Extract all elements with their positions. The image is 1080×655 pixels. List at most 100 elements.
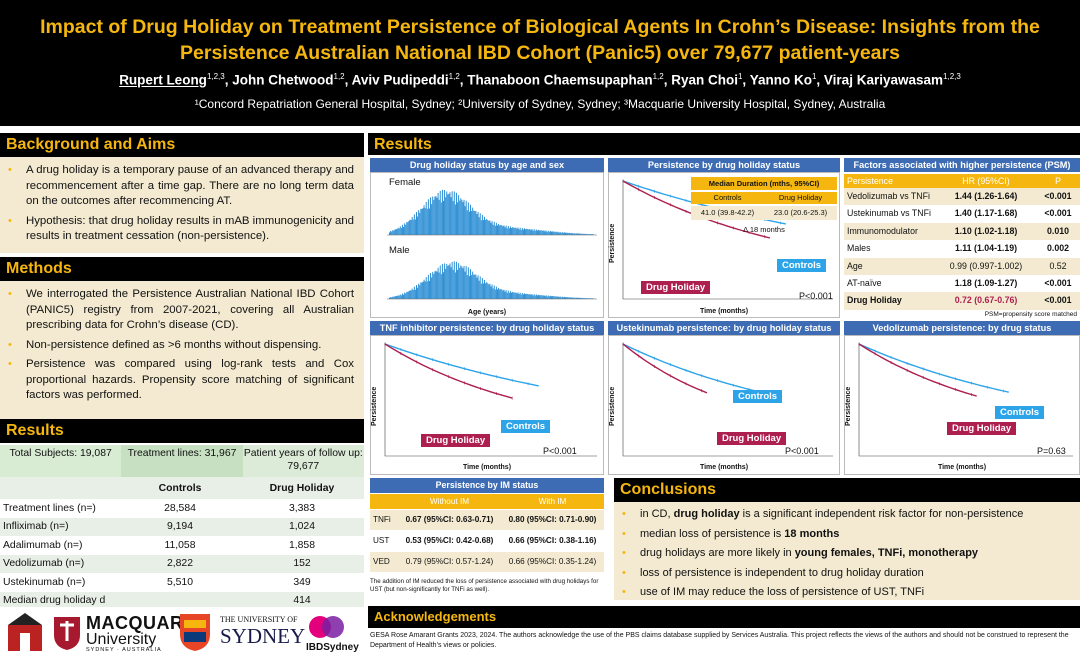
table-cell: Ustekinumab (n=) bbox=[3, 576, 86, 588]
histogram-bar bbox=[553, 231, 555, 235]
histogram-bar bbox=[588, 234, 590, 235]
background-bullet: Hypothesis: that drug holiday results in… bbox=[8, 214, 354, 245]
histogram-bar bbox=[403, 294, 405, 299]
histogram-bar bbox=[457, 202, 459, 235]
histogram-bar bbox=[486, 282, 488, 299]
logo-bar: MACQUARIE University SYDNEY · AUSTRALIA … bbox=[0, 607, 364, 655]
histogram-bar bbox=[531, 294, 533, 299]
histogram-bar bbox=[448, 265, 450, 299]
table-header-row: Controls Drug Holiday bbox=[0, 477, 364, 499]
histogram-bar bbox=[586, 298, 588, 299]
histogram-bar bbox=[475, 274, 477, 299]
histogram-bar bbox=[439, 190, 441, 235]
histogram-bar bbox=[473, 210, 475, 235]
histogram-bar bbox=[449, 192, 451, 235]
histogram-bar bbox=[445, 197, 447, 235]
histogram-bar bbox=[475, 211, 477, 235]
conclusion-text: median loss of persistence is bbox=[640, 527, 785, 540]
table-cell: 1,858 bbox=[288, 539, 315, 551]
histogram-bar bbox=[493, 221, 495, 235]
table-row: Vedolizumab (n=) 2,822 152 bbox=[0, 554, 364, 573]
histogram-bar bbox=[489, 220, 491, 235]
histogram-bar bbox=[485, 219, 487, 235]
histogram-bar bbox=[462, 268, 464, 299]
histogram-bar bbox=[574, 297, 576, 299]
histogram-bar bbox=[398, 228, 400, 235]
ibd-sydney-text: IBDSydney bbox=[306, 642, 359, 653]
histogram-bar bbox=[534, 230, 536, 235]
histogram-bar bbox=[593, 298, 595, 299]
conclusion-item: use of IM may reduce the loss of persist… bbox=[622, 583, 1072, 603]
histogram-bar bbox=[582, 298, 584, 299]
histogram-bar bbox=[444, 263, 446, 299]
factors-table: Persistence HR (95%CI) P Vedolizumab vs … bbox=[844, 174, 1080, 318]
histogram-bar bbox=[447, 194, 449, 235]
histogram-bar bbox=[554, 296, 556, 299]
histogram-bar bbox=[543, 230, 545, 235]
histogram-bar bbox=[525, 294, 527, 299]
histogram-bar bbox=[393, 296, 395, 299]
histogram-bar bbox=[558, 297, 560, 299]
histogram-bar bbox=[417, 287, 419, 299]
histogram-bar bbox=[437, 192, 439, 235]
histogram-bar bbox=[394, 296, 396, 299]
histogram-bar bbox=[554, 231, 556, 235]
factor-row: Vedolizumab vs TNFi 1.44 (1.26-1.64) <0.00… bbox=[844, 188, 1080, 206]
histogram-bar bbox=[471, 210, 473, 235]
histogram-bar bbox=[558, 232, 560, 235]
panel-title-tnf: TNF inhibitor persistence: by drug holid… bbox=[370, 321, 604, 335]
panel-title-ust: Ustekinumab persistence: by drug holiday… bbox=[608, 321, 840, 335]
ibd-sydney-icon bbox=[309, 616, 344, 638]
table-cell: 11,058 bbox=[164, 539, 196, 551]
histogram-bar bbox=[520, 294, 522, 299]
histogram-bar bbox=[515, 292, 517, 299]
histogram-bar bbox=[405, 224, 407, 235]
factor-row: Drug Holiday 0.72 (0.67-0.76) <0.001 bbox=[844, 292, 1080, 310]
male-label: Male bbox=[389, 245, 410, 256]
histogram-bar bbox=[408, 291, 410, 299]
factor-row: Age 0.99 (0.997-1.002) 0.52 bbox=[844, 257, 1080, 275]
histogram-bar bbox=[562, 232, 564, 235]
im-cell: TNFi bbox=[373, 515, 391, 524]
histogram-bar bbox=[540, 230, 542, 235]
factor-cell: Males bbox=[847, 243, 871, 254]
km-ust-svg bbox=[622, 342, 833, 457]
histogram-bar bbox=[405, 293, 407, 299]
histogram-bar bbox=[407, 291, 409, 299]
histogram-bar bbox=[509, 226, 511, 235]
histogram-bar bbox=[484, 216, 486, 235]
table-cell: Vedolizumab (n=) bbox=[3, 558, 85, 570]
histogram-bar bbox=[544, 231, 546, 235]
histogram-bar bbox=[391, 297, 393, 299]
histogram-bar bbox=[464, 271, 466, 299]
histogram-bar bbox=[487, 283, 489, 299]
histogram-bar bbox=[428, 208, 430, 235]
patient-years: Patient years of follow up: 79,677 bbox=[242, 445, 364, 477]
drug-holiday-curve bbox=[622, 343, 708, 394]
histogram-bar bbox=[425, 201, 427, 235]
histogram-bar bbox=[466, 210, 468, 235]
histogram-bar bbox=[453, 261, 455, 299]
histogram-bar bbox=[581, 297, 583, 299]
histogram-bar bbox=[452, 269, 454, 299]
histogram-bar bbox=[423, 279, 425, 299]
histogram-bar bbox=[503, 289, 505, 299]
summary-row: Total Subjects: 19,087 Treatment lines: … bbox=[0, 445, 364, 477]
km-ylabel: Persistence bbox=[609, 223, 616, 263]
histogram-bar bbox=[508, 228, 510, 235]
histogram-bar bbox=[426, 281, 428, 299]
factor-row: Immunomodulator 1.10 (1.02-1.18) 0.010 bbox=[844, 222, 1080, 241]
histogram-bar bbox=[573, 297, 575, 299]
im-cell: 0.80 (95%CI: 0.71-0.90) bbox=[508, 515, 597, 524]
km-axis bbox=[622, 181, 833, 300]
histogram-bar bbox=[518, 294, 520, 299]
histogram-bar bbox=[538, 229, 540, 235]
histogram-bar bbox=[579, 297, 581, 299]
histogram-bar bbox=[568, 297, 570, 299]
author-name: Rupert Leong bbox=[119, 72, 207, 88]
histogram-bar bbox=[521, 292, 523, 299]
histogram-bar bbox=[555, 231, 557, 235]
histogram-bar bbox=[506, 228, 508, 235]
histogram-bar bbox=[465, 200, 467, 235]
histogram-bar bbox=[569, 232, 571, 235]
